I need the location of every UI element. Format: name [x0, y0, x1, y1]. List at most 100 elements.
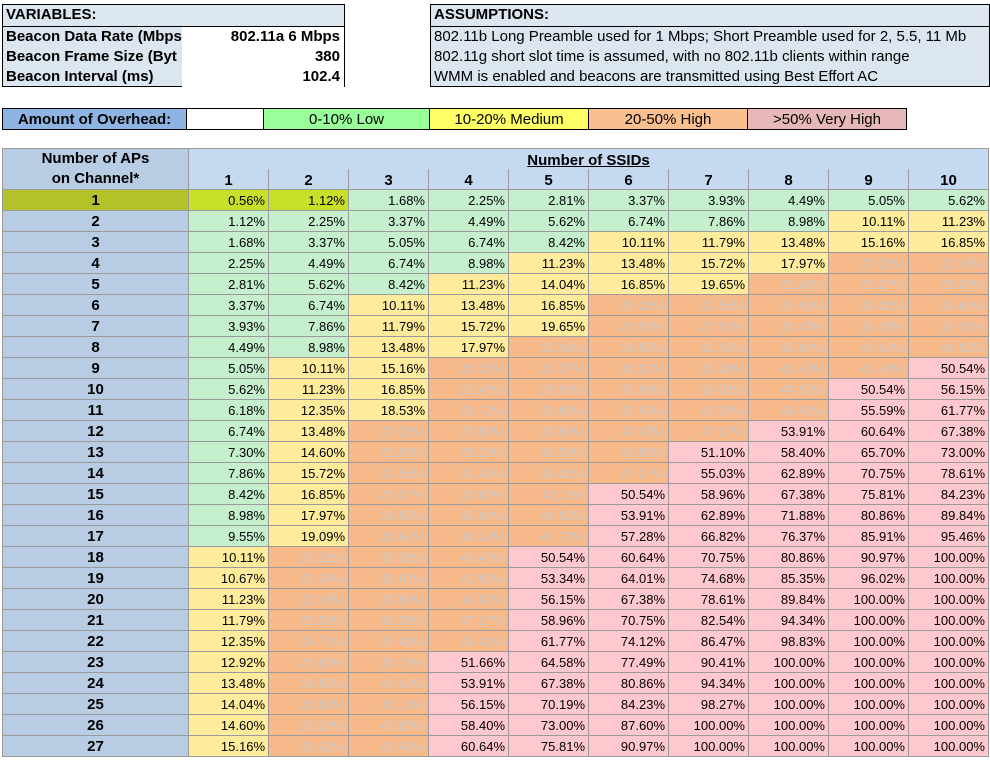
- column-number-header[interactable]: 3: [348, 169, 429, 190]
- overhead-cell[interactable]: 74.68%: [668, 567, 749, 589]
- overhead-cell[interactable]: 11.23%: [508, 252, 589, 274]
- overhead-cell[interactable]: 12.35%: [188, 630, 269, 652]
- overhead-cell[interactable]: 47.17%: [668, 420, 749, 442]
- overhead-cell[interactable]: 65.70%: [828, 441, 909, 463]
- overhead-cell[interactable]: 70.75%: [588, 609, 669, 631]
- overhead-cell[interactable]: 100.00%: [748, 693, 829, 715]
- overhead-cell[interactable]: 22.46%: [748, 273, 829, 295]
- overhead-cell[interactable]: 20.21%: [428, 357, 509, 379]
- overhead-cell[interactable]: 19.65%: [668, 273, 749, 295]
- overhead-cell[interactable]: 29.20%: [428, 441, 509, 463]
- column-number-header[interactable]: 9: [828, 169, 909, 190]
- overhead-cell[interactable]: 37.06%: [348, 630, 429, 652]
- overhead-cell[interactable]: 30.32%: [348, 546, 429, 568]
- overhead-cell[interactable]: 78.61%: [908, 462, 989, 484]
- overhead-cell[interactable]: 55.03%: [668, 462, 749, 484]
- overhead-cell[interactable]: 24.71%: [268, 630, 349, 652]
- overhead-cell[interactable]: 45.48%: [828, 357, 909, 379]
- overhead-cell[interactable]: 73.00%: [508, 714, 589, 736]
- overhead-cell[interactable]: 23.58%: [268, 609, 349, 631]
- overhead-cell[interactable]: 90.97%: [588, 735, 669, 757]
- ap-count-cell[interactable]: 1: [2, 189, 189, 211]
- overhead-cell[interactable]: 2.81%: [508, 189, 589, 211]
- legend-very-high[interactable]: >50% Very High: [747, 108, 907, 130]
- overhead-cell[interactable]: 100.00%: [828, 609, 909, 631]
- overhead-cell[interactable]: 35.38%: [828, 315, 909, 337]
- overhead-cell[interactable]: 100.00%: [748, 651, 829, 673]
- ap-count-cell[interactable]: 17: [2, 525, 189, 547]
- overhead-cell[interactable]: 25.27%: [828, 273, 909, 295]
- overhead-cell[interactable]: 75.81%: [508, 735, 589, 757]
- overhead-cell[interactable]: 33.69%: [588, 378, 669, 400]
- ap-count-cell[interactable]: 4: [2, 252, 189, 274]
- overhead-cell[interactable]: 36.50%: [508, 441, 589, 463]
- ap-count-cell[interactable]: 7: [2, 315, 189, 337]
- legend-medium[interactable]: 10-20% Medium: [429, 108, 589, 130]
- overhead-cell[interactable]: 44.92%: [908, 336, 989, 358]
- overhead-cell[interactable]: 15.16%: [828, 231, 909, 253]
- overhead-cell[interactable]: 15.72%: [268, 462, 349, 484]
- overhead-cell[interactable]: 98.27%: [668, 693, 749, 715]
- overhead-cell[interactable]: 64.58%: [508, 651, 589, 673]
- overhead-cell[interactable]: 56.15%: [908, 378, 989, 400]
- overhead-cell[interactable]: 35.94%: [428, 504, 509, 526]
- overhead-cell[interactable]: 75.81%: [828, 483, 909, 505]
- overhead-cell[interactable]: 21.34%: [268, 567, 349, 589]
- overhead-cell[interactable]: 11.23%: [908, 210, 989, 232]
- overhead-cell[interactable]: 2.25%: [268, 210, 349, 232]
- overhead-cell[interactable]: 22.46%: [428, 378, 509, 400]
- overhead-cell[interactable]: 26.95%: [588, 336, 669, 358]
- overhead-cell[interactable]: 53.34%: [508, 567, 589, 589]
- overhead-cell[interactable]: 1.68%: [348, 189, 429, 211]
- overhead-cell[interactable]: 25.83%: [268, 651, 349, 673]
- overhead-cell[interactable]: 78.61%: [668, 588, 749, 610]
- overhead-cell[interactable]: 17.97%: [748, 252, 829, 274]
- overhead-cell[interactable]: 13.48%: [748, 231, 829, 253]
- overhead-cell[interactable]: 8.42%: [508, 231, 589, 253]
- overhead-cell[interactable]: 50.54%: [828, 378, 909, 400]
- ap-count-cell[interactable]: 13: [2, 441, 189, 463]
- overhead-cell[interactable]: 94.34%: [668, 672, 749, 694]
- assumption-line[interactable]: 802.11g short slot time is assumed, with…: [434, 48, 910, 65]
- overhead-cell[interactable]: 12.35%: [268, 399, 349, 421]
- overhead-cell[interactable]: 100.00%: [908, 546, 989, 568]
- overhead-cell[interactable]: 38.18%: [428, 525, 509, 547]
- legend-low[interactable]: 0-10% Low: [263, 108, 430, 130]
- overhead-cell[interactable]: 5.05%: [348, 231, 429, 253]
- overhead-cell[interactable]: 57.28%: [588, 525, 669, 547]
- overhead-cell[interactable]: 84.23%: [588, 693, 669, 715]
- overhead-cell[interactable]: 42.11%: [348, 693, 429, 715]
- overhead-cell[interactable]: 82.54%: [668, 609, 749, 631]
- overhead-cell[interactable]: 53.91%: [748, 420, 829, 442]
- overhead-cell[interactable]: 100.00%: [748, 714, 829, 736]
- overhead-cell[interactable]: 16.85%: [348, 378, 429, 400]
- overhead-cell[interactable]: 62.89%: [668, 504, 749, 526]
- overhead-cell[interactable]: 30.32%: [268, 735, 349, 757]
- column-number-header[interactable]: 5: [508, 169, 589, 190]
- column-number-header[interactable]: 6: [588, 169, 669, 190]
- overhead-cell[interactable]: 2.25%: [428, 189, 509, 211]
- overhead-cell[interactable]: 25.27%: [348, 483, 429, 505]
- overhead-cell[interactable]: 3.93%: [188, 315, 269, 337]
- overhead-cell[interactable]: 40.43%: [828, 336, 909, 358]
- overhead-cell[interactable]: 70.75%: [828, 462, 909, 484]
- overhead-cell[interactable]: 100.00%: [908, 735, 989, 757]
- row-header-title[interactable]: Number of APs on Channel*: [2, 148, 189, 190]
- overhead-cell[interactable]: 1.12%: [268, 189, 349, 211]
- overhead-cell[interactable]: 40.43%: [348, 672, 429, 694]
- variable-value[interactable]: 102.4: [182, 67, 344, 87]
- ap-count-cell[interactable]: 14: [2, 462, 189, 484]
- overhead-cell[interactable]: 40.43%: [588, 420, 669, 442]
- overhead-cell[interactable]: 49.41%: [748, 399, 829, 421]
- overhead-cell[interactable]: 58.40%: [428, 714, 509, 736]
- overhead-cell[interactable]: 8.42%: [348, 273, 429, 295]
- overhead-cell[interactable]: 10.67%: [188, 567, 269, 589]
- overhead-cell[interactable]: 5.05%: [188, 357, 269, 379]
- assumption-line[interactable]: 802.11b Long Preamble used for 1 Mbps; S…: [434, 28, 967, 45]
- overhead-cell[interactable]: 26.95%: [348, 504, 429, 526]
- overhead-cell[interactable]: 80.86%: [588, 672, 669, 694]
- overhead-cell[interactable]: 39.31%: [668, 378, 749, 400]
- overhead-cell[interactable]: 96.02%: [828, 567, 909, 589]
- overhead-cell[interactable]: 100.00%: [828, 672, 909, 694]
- overhead-cell[interactable]: 30.88%: [508, 399, 589, 421]
